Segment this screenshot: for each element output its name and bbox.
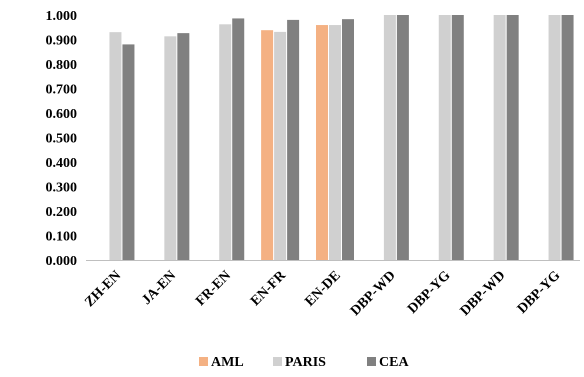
bar-paris-ja-en: [164, 36, 177, 260]
bar-cea-ja-en: [177, 33, 190, 260]
x-category-label: JA-EN: [139, 268, 179, 308]
bar-cea-dbp-yg: [561, 15, 574, 260]
legend-label-aml: AML: [211, 355, 244, 370]
bar-aml-en-fr: [261, 30, 274, 260]
bar-paris-dbp-wd: [383, 15, 396, 260]
bar-aml-en-de: [316, 25, 328, 261]
y-axis-ticks: 0.000 0.100 0.200 0.300 0.400 0.500 0.600 0.700…: [46, 9, 78, 269]
y-tick-label: 0.100: [46, 230, 78, 245]
legend-label-cea: CEA: [379, 355, 409, 370]
bar-paris-dbp-yg: [438, 15, 451, 260]
x-category-label: FR-EN: [193, 268, 234, 309]
y-tick-label: 0.900: [46, 34, 78, 49]
y-tick-label: 0.500: [46, 132, 78, 147]
bar-cea-fr-en: [232, 18, 245, 261]
bar-cea-en-fr: [287, 19, 300, 261]
x-category-label: DBP-YG: [405, 268, 454, 317]
bar-cea-dbp-wd: [396, 15, 409, 260]
y-tick-label: 0.700: [46, 83, 78, 98]
bar-paris-dbp-yg: [548, 15, 561, 260]
bars: [109, 15, 574, 261]
x-axis-category-labels: ZH-EN JA-EN FR-EN EN-FR EN-DE DBP-WD DBP-YG DBP…: [82, 268, 563, 319]
y-tick-label: 0.600: [46, 107, 78, 122]
y-tick-label: 0.200: [46, 205, 78, 220]
x-category-label: EN-FR: [248, 268, 289, 309]
x-category-label: DBP-YG: [515, 268, 564, 317]
y-tick-label: 0.800: [46, 58, 78, 73]
x-category-label: ZH-EN: [82, 268, 124, 310]
legend-label-paris: PARIS: [285, 355, 326, 370]
bar-paris-en-fr: [274, 31, 287, 261]
bar-paris-fr-en: [219, 24, 232, 261]
y-tick-label: 1.000: [46, 9, 78, 24]
bar-paris-dbp-wd: [493, 15, 506, 260]
legend: AML PARIS CEA: [199, 355, 409, 370]
bar-cea-dbp-yg: [451, 15, 464, 260]
legend-swatch-cea: [367, 357, 376, 366]
x-category-label: DBP-WD: [458, 268, 509, 319]
bar-cea-en-de: [342, 19, 354, 261]
legend-swatch-paris: [273, 357, 282, 366]
legend-swatch-aml: [199, 357, 208, 366]
bar-paris-zh-en: [109, 32, 122, 261]
x-category-label: DBP-WD: [348, 268, 399, 319]
y-tick-label: 0.300: [46, 181, 78, 196]
x-category-label: EN-DE: [302, 268, 343, 309]
y-tick-label: 0.000: [46, 254, 78, 269]
bar-cea-dbp-wd: [506, 15, 519, 260]
bar-cea-zh-en: [122, 44, 135, 261]
bar-paris-en-de: [329, 25, 341, 261]
y-tick-label: 0.400: [46, 156, 78, 171]
